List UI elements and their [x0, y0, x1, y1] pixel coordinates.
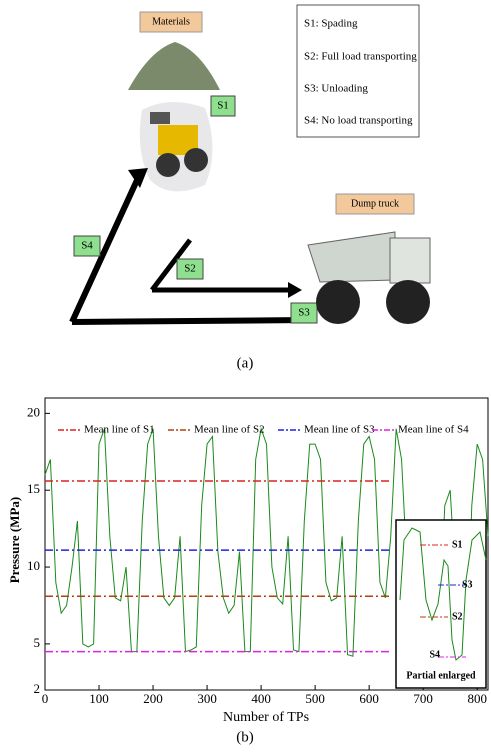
legend-item: S4: No load transporting — [304, 115, 413, 127]
y-tick-label: 5 — [34, 635, 41, 650]
x-tick-label: 400 — [251, 691, 271, 706]
x-tick-label: 500 — [305, 691, 325, 706]
y-tick-label: 20 — [27, 404, 40, 419]
x-tick-label: 800 — [467, 691, 487, 706]
x-tick-label: 0 — [42, 691, 49, 706]
arrow-head — [128, 168, 148, 188]
x-tick-label: 200 — [143, 691, 163, 706]
y-tick-label: 10 — [27, 558, 40, 573]
chart: Pressure (MPa) Number of TPs (b) 2 5 10 15 2… — [7, 398, 488, 745]
inset-label: S1 — [452, 539, 463, 550]
arrow — [72, 320, 308, 322]
legend-item: S3: Unloading — [304, 83, 368, 95]
x-axis-label: Number of TPs — [223, 710, 309, 725]
legend-label: Mean line of S2 — [194, 424, 265, 436]
inset-title: Partial enlarged — [406, 670, 476, 681]
truck-wheel — [316, 280, 360, 324]
legend-label: Mean line of S1 — [84, 424, 155, 436]
legend-item: S1: Spading — [304, 18, 358, 30]
truck-cab — [390, 238, 430, 283]
truck-label: Dump truck — [351, 198, 399, 209]
truck-bed — [308, 232, 395, 282]
caption: (a) — [237, 355, 254, 371]
y-axis-label: Pressure (MPa) — [7, 497, 22, 584]
loader-wheel — [184, 148, 208, 172]
step-tag: S1 — [217, 100, 229, 112]
inset-label: S4 — [429, 649, 440, 660]
legend-label: Mean line of S3 — [304, 424, 375, 436]
x-tick-label: 300 — [197, 691, 217, 706]
material-pile — [128, 42, 220, 90]
materials-label: Materials — [152, 16, 190, 27]
loader-wheel — [156, 153, 180, 177]
legend-item: S2: Full load transporting — [304, 51, 417, 63]
diagram: Materials S1 S1: Spading S2: Full load t… — [72, 5, 430, 371]
inset-label: S3 — [462, 579, 473, 590]
truck-wheel — [386, 280, 430, 324]
step-tag: S4 — [81, 240, 93, 252]
legend-label: Mean line of S4 — [398, 424, 469, 436]
figure: Materials S1 S1: Spading S2: Full load t… — [0, 0, 491, 748]
inset-label: S2 — [452, 611, 463, 622]
caption: (b) — [236, 729, 254, 745]
step-tag: S2 — [184, 263, 196, 275]
x-tick-label: 600 — [359, 691, 379, 706]
arrow-head — [288, 282, 302, 298]
y-tick-label: 15 — [27, 481, 40, 496]
loader-bucket — [150, 112, 170, 124]
step-tag: S3 — [298, 307, 310, 319]
y-tick-label: 2 — [34, 681, 41, 696]
x-tick-label: 700 — [413, 691, 433, 706]
x-tick-label: 100 — [89, 691, 109, 706]
